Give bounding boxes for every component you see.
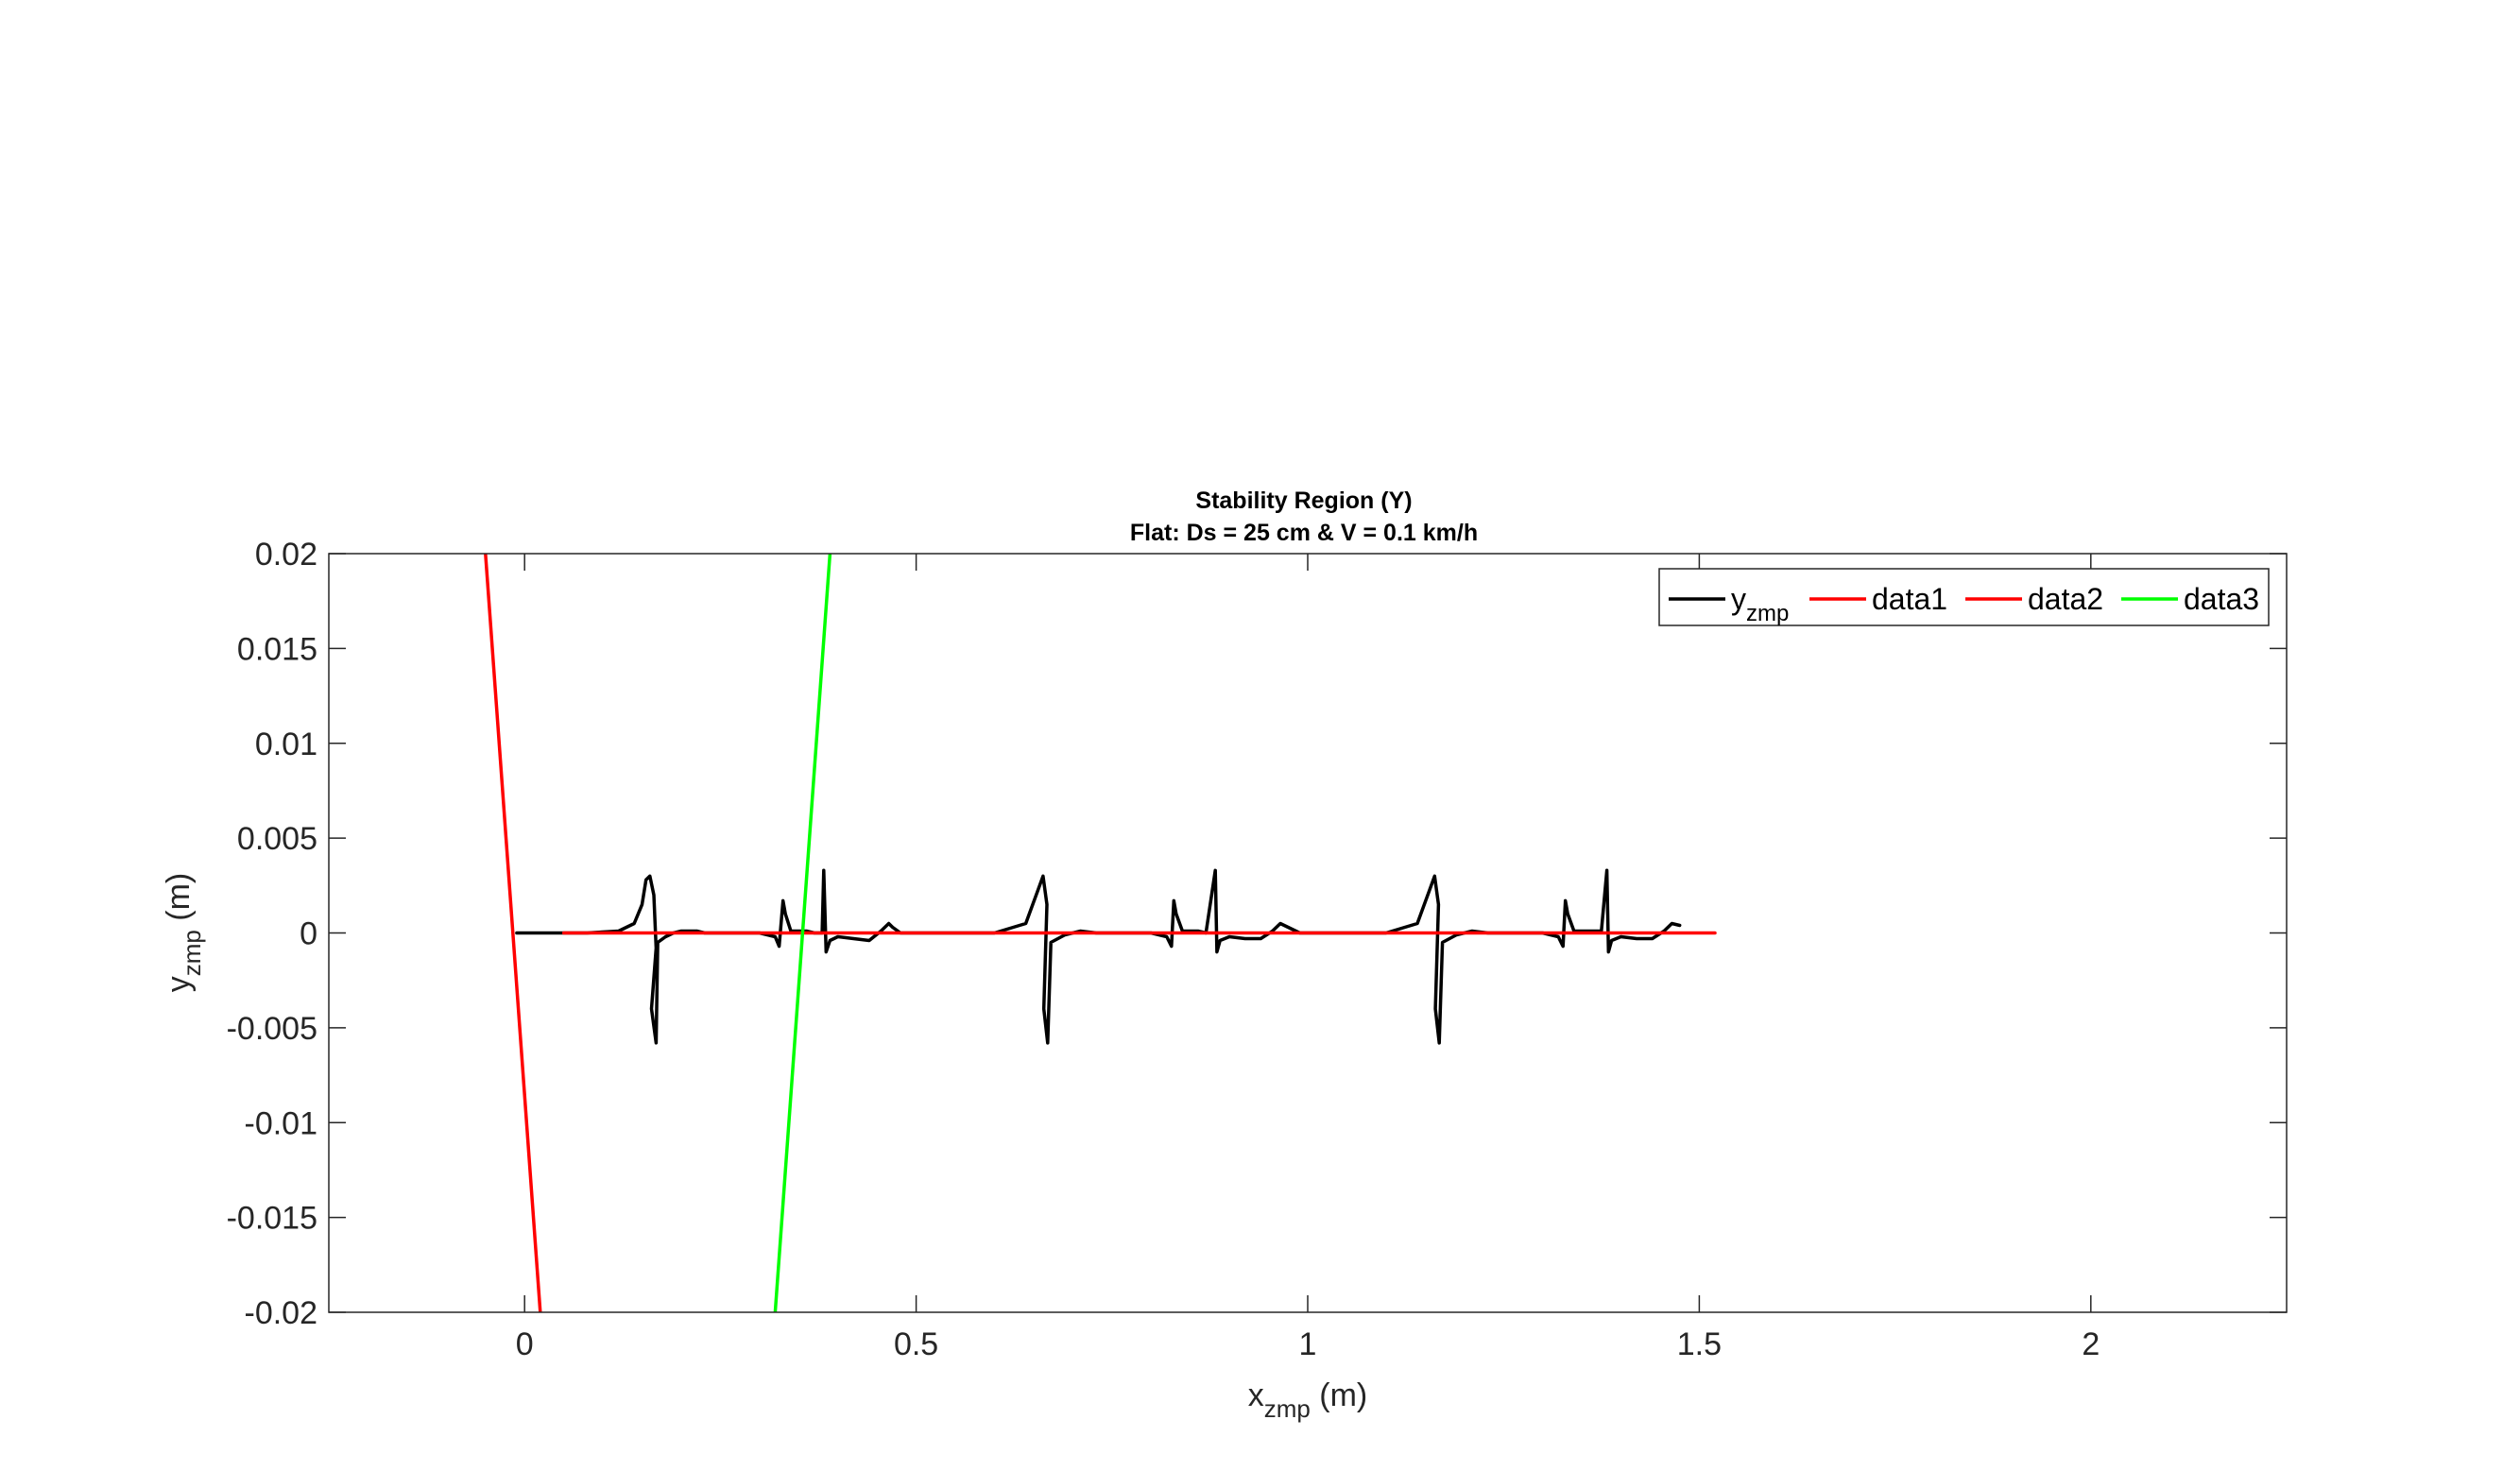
y-tick-label: 0.015 bbox=[237, 631, 317, 667]
chart-subtitle: Flat: Ds = 25 cm & V = 0.1 km/h bbox=[1130, 520, 1478, 546]
series-line-data3 bbox=[773, 554, 832, 1312]
y-tick-label: -0.02 bbox=[245, 1295, 318, 1331]
x-axis-label-unit: (m) bbox=[1311, 1377, 1367, 1413]
y-tick-label: 0.02 bbox=[255, 537, 317, 573]
x-tick-label: 0 bbox=[516, 1326, 534, 1362]
y-tick-label: -0.005 bbox=[227, 1011, 317, 1047]
y-axis-label-unit: (m) bbox=[161, 873, 197, 930]
series-layer bbox=[484, 554, 1717, 1312]
legend-label-data2: data2 bbox=[2028, 582, 2103, 616]
x-tick-label: 0.5 bbox=[894, 1326, 938, 1362]
legend-label-y: yzmp bbox=[1731, 582, 1789, 626]
x-axis-label-main: x bbox=[1248, 1377, 1264, 1413]
legend-label-data3: data3 bbox=[2184, 582, 2259, 616]
y-tick-label: -0.01 bbox=[245, 1105, 318, 1141]
y-tick-label: 0.005 bbox=[237, 821, 317, 857]
legend-label-data1: data1 bbox=[1872, 582, 1947, 616]
plot-area: 0 0.5 1 1.5 2 0.02 0.015 0.01 0.005 0 -0.005 -0.01 -… bbox=[227, 537, 2288, 1362]
y-tick-label: 0.01 bbox=[255, 727, 317, 762]
x-tick-label: 1 bbox=[1299, 1326, 1317, 1362]
legend-items: yzmp data1 data2 data3 bbox=[1669, 582, 2259, 626]
legend[interactable]: yzmp data1 data2 data3 bbox=[1658, 568, 2270, 626]
x-tick-label: 2 bbox=[2082, 1326, 2100, 1362]
y-axis-label-sub: zmp bbox=[178, 930, 206, 976]
y-axis-label-main: y bbox=[161, 976, 197, 992]
series-line-data2 bbox=[484, 554, 542, 1312]
x-tick-label: 1.5 bbox=[1677, 1326, 1722, 1362]
x-axis-label: xzmp (m) bbox=[1248, 1377, 1368, 1423]
tick-layer: 0 0.5 1 1.5 2 0.02 0.015 0.01 0.005 0 -0.005 -0.01 -… bbox=[227, 537, 2287, 1362]
chart-title: Stability Region (Y) bbox=[1195, 487, 1412, 514]
y-tick-label: 0 bbox=[300, 916, 317, 952]
legend-box bbox=[1658, 568, 2270, 626]
y-tick-label: -0.015 bbox=[227, 1201, 317, 1237]
x-axis-label-sub: zmp bbox=[1264, 1394, 1311, 1423]
y-axis-label: yzmp (m) bbox=[161, 873, 206, 993]
